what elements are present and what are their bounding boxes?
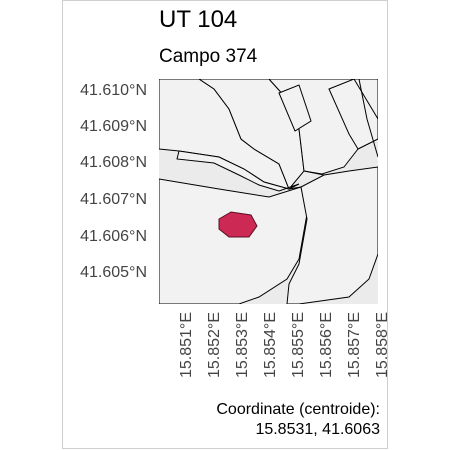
y-tick-label: 41.605°N <box>80 264 147 281</box>
parcel-boundary <box>358 79 378 158</box>
land-parcel[interactable] <box>278 84 312 132</box>
map-svg <box>159 79 378 304</box>
map-subtitle: Campo 374 <box>159 46 258 67</box>
centroid-coordinates: 15.8531, 41.6063 <box>255 421 380 438</box>
parcel-boundary <box>303 170 325 176</box>
highlighted-field[interactable] <box>218 211 258 238</box>
parcel-boundary <box>288 186 302 190</box>
x-tick-label: 15.854°E <box>262 312 279 379</box>
x-tick-label: 15.857°E <box>346 312 363 379</box>
x-tick-label: 15.855°E <box>290 312 307 379</box>
x-tick-label: 15.853°E <box>234 312 251 379</box>
x-tick-label: 15.858°E <box>374 312 391 379</box>
y-tick-label: 41.610°N <box>80 82 147 99</box>
map-panel[interactable] <box>159 79 378 304</box>
y-tick-label: 41.606°N <box>80 228 147 245</box>
x-tick-label: 15.856°E <box>318 312 335 379</box>
y-tick-label: 41.609°N <box>80 118 147 135</box>
land-parcel[interactable] <box>328 79 378 150</box>
centroid-caption-label: Coordinate (centroide): <box>216 401 380 418</box>
land-parcel[interactable] <box>176 150 300 192</box>
land-parcel[interactable] <box>159 178 308 304</box>
y-tick-label: 41.607°N <box>80 191 147 208</box>
x-tick-label: 15.851°E <box>178 312 195 379</box>
y-tick-label: 41.608°N <box>80 154 147 171</box>
map-title: UT 104 <box>159 6 238 33</box>
land-parcel[interactable] <box>286 166 378 304</box>
x-tick-label: 15.852°E <box>206 312 223 379</box>
